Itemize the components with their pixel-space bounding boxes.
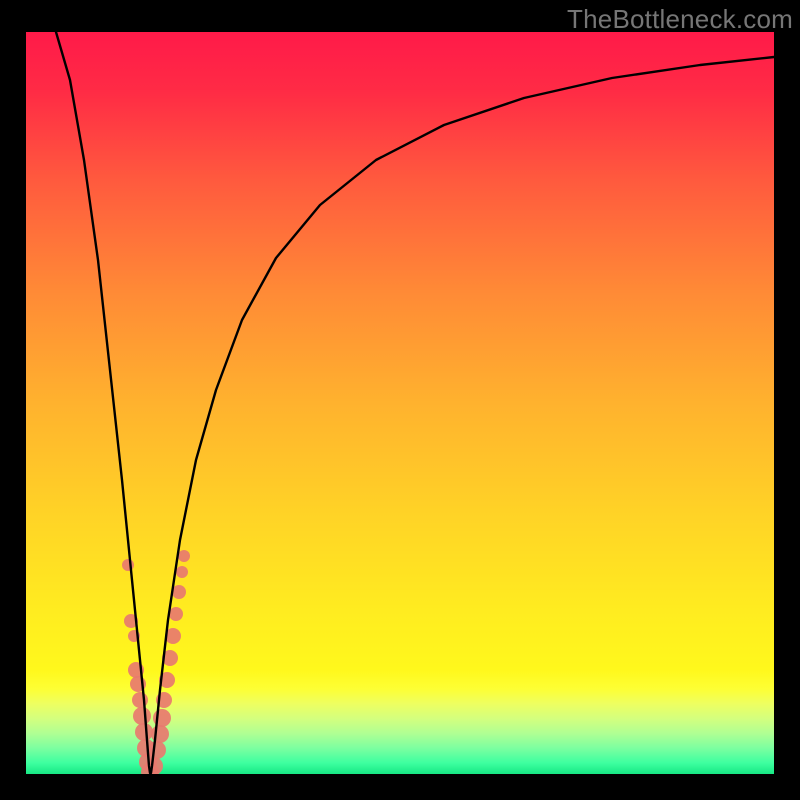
data-marker (178, 550, 190, 562)
frame-left (0, 0, 26, 800)
chart-container: TheBottleneck.com (0, 0, 800, 800)
data-marker (151, 725, 169, 743)
chart-svg (0, 0, 800, 800)
data-marker (135, 723, 153, 741)
frame-bottom (0, 774, 800, 800)
data-marker (133, 707, 151, 725)
data-marker (148, 741, 166, 759)
data-marker (122, 559, 134, 571)
data-marker (176, 566, 188, 578)
data-marker (169, 607, 183, 621)
watermark-text: TheBottleneck.com (567, 4, 793, 35)
frame-right (774, 0, 800, 800)
